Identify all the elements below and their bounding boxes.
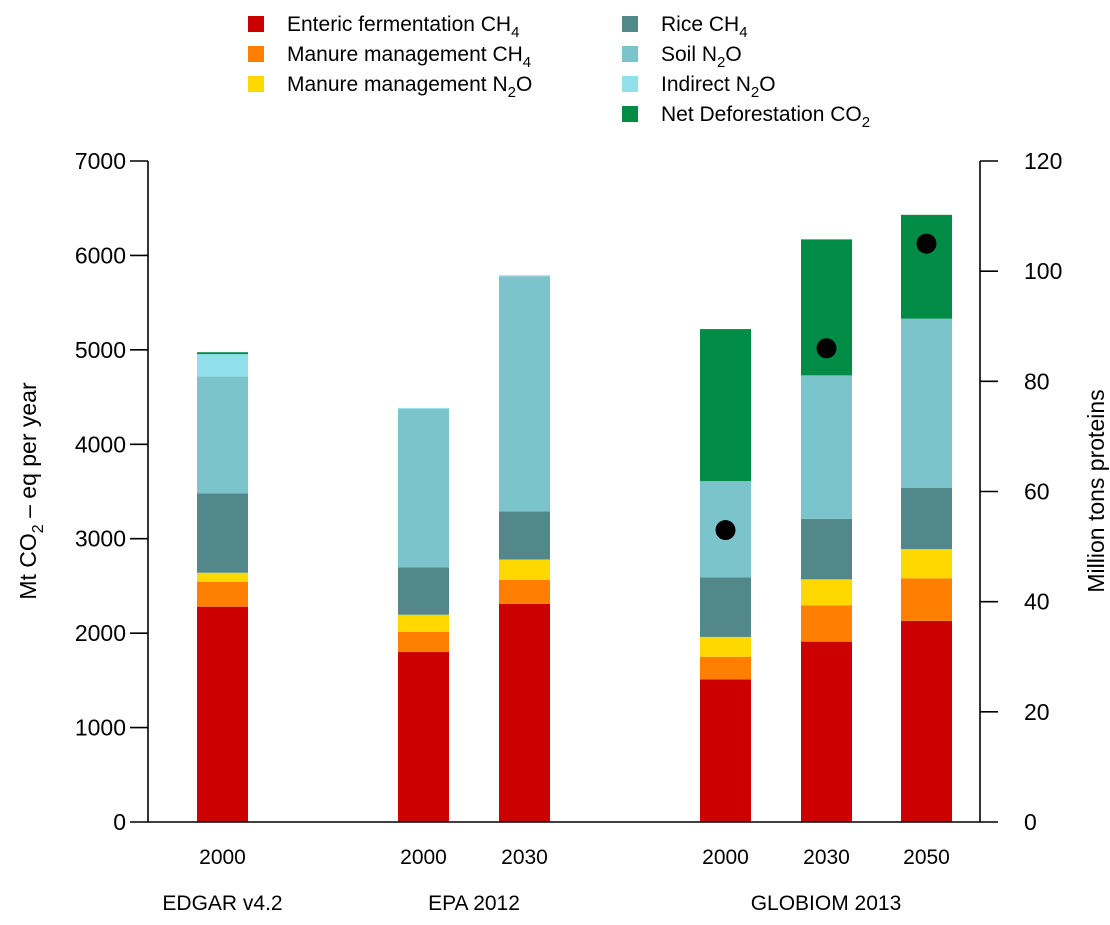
- bar-segment-enteric: [801, 641, 852, 822]
- legend-item-indirect: Indirect N2O: [622, 73, 776, 101]
- bar-stack: [700, 329, 751, 822]
- bar-segment-indirect: [499, 275, 550, 277]
- legend-item-soil: Soil N2O: [622, 43, 742, 71]
- bar-segment-soil: [499, 276, 550, 512]
- legend-swatch: [622, 46, 638, 62]
- right-axis-title: Million tons proteins: [1083, 389, 1109, 592]
- bar-segment-manure_ch4: [801, 605, 852, 642]
- bar-stack: [801, 239, 852, 822]
- bar-stack: [398, 407, 449, 822]
- bar-segment-deforestation: [197, 352, 248, 355]
- bar-segment-rice: [901, 487, 952, 550]
- bar-segment-deforestation: [901, 214, 952, 319]
- bar-stack: [197, 352, 248, 822]
- bar-segment-enteric: [398, 652, 449, 822]
- protein-markers: [715, 233, 937, 541]
- bar-segment-manure_ch4: [700, 656, 751, 680]
- group-label: EPA 2012: [428, 892, 520, 915]
- x-tick-label: 2030: [803, 846, 850, 869]
- legend-swatch: [622, 106, 638, 122]
- x-tick-label: 2050: [903, 846, 950, 869]
- legend-label: Rice CH4: [661, 13, 748, 41]
- right-tick-label: 40: [1024, 589, 1050, 615]
- bar-segment-soil: [398, 408, 449, 568]
- group-label: GLOBIOM 2013: [751, 892, 902, 915]
- bar-segment-rice: [700, 577, 751, 637]
- protein-marker: [816, 338, 837, 359]
- legend-swatch: [622, 76, 638, 92]
- bar-segment-enteric: [499, 603, 550, 822]
- x-tick-label: 2000: [702, 846, 749, 869]
- legend-item-manure_ch4: Manure management CH4: [248, 43, 531, 71]
- bar-segment-enteric: [700, 679, 751, 822]
- legend-swatch: [248, 16, 264, 32]
- bar-segment-enteric: [197, 606, 248, 822]
- x-tick-label: 2000: [199, 846, 246, 869]
- left-tick-label: 1000: [75, 715, 126, 741]
- legend-label: Enteric fermentation CH4: [287, 13, 519, 41]
- left-tick-label: 7000: [75, 148, 126, 174]
- legend-item-rice: Rice CH4: [622, 13, 748, 41]
- bars-layer: [197, 214, 952, 822]
- bar-segment-manure_n2o: [901, 549, 952, 579]
- bar-segment-soil: [901, 318, 952, 488]
- bar-segment-rice: [197, 493, 248, 573]
- bar-segment-indirect: [197, 354, 248, 377]
- right-tick-label: 120: [1024, 148, 1062, 174]
- legend-label: Soil N2O: [661, 43, 742, 71]
- bar-segment-manure_ch4: [499, 579, 550, 604]
- left-axis-title: Mt CO2 – eq per year: [15, 382, 47, 600]
- legend-swatch: [622, 16, 638, 32]
- legend-label: Manure management CH4: [287, 43, 531, 71]
- left-tick-label: 2000: [75, 620, 126, 646]
- bar-segment-manure_ch4: [197, 581, 248, 607]
- legend-swatch: [248, 76, 264, 92]
- bar-segment-manure_n2o: [801, 579, 852, 606]
- legend-label: Manure management N2O: [287, 73, 532, 101]
- legend-label: Indirect N2O: [661, 73, 776, 101]
- left-tick-label: 6000: [75, 242, 126, 268]
- left-tick-label: 0: [113, 809, 126, 835]
- bar-segment-soil: [801, 375, 852, 519]
- legend-item-manure_n2o: Manure management N2O: [248, 73, 532, 101]
- bar-segment-manure_ch4: [398, 631, 449, 653]
- bar-segment-manure_n2o: [700, 636, 751, 657]
- bar-segment-enteric: [901, 620, 952, 822]
- right-tick-label: 20: [1024, 699, 1050, 725]
- bar-segment-manure_ch4: [901, 578, 952, 621]
- legend-item-enteric: Enteric fermentation CH4: [248, 13, 519, 41]
- bar-segment-manure_n2o: [499, 559, 550, 580]
- protein-marker: [715, 520, 736, 541]
- right-tick-label: 0: [1024, 809, 1037, 835]
- legend-label: Net Deforestation CO2: [661, 103, 870, 131]
- bar-segment-manure_n2o: [197, 572, 248, 582]
- x-tick-label: 2000: [400, 846, 447, 869]
- legend-swatch: [248, 46, 264, 62]
- group-label: EDGAR v4.2: [162, 892, 282, 915]
- bar-segment-soil: [197, 376, 248, 494]
- right-tick-label: 80: [1024, 368, 1050, 394]
- right-tick-label: 100: [1024, 258, 1062, 284]
- bar-segment-manure_n2o: [398, 614, 449, 632]
- bar-segment-rice: [398, 567, 449, 615]
- protein-marker: [916, 233, 937, 254]
- bar-segment-rice: [499, 511, 550, 560]
- x-tick-label: 2030: [501, 846, 548, 869]
- legend-item-deforestation: Net Deforestation CO2: [622, 103, 870, 131]
- right-tick-label: 60: [1024, 479, 1050, 505]
- left-tick-label: 4000: [75, 431, 126, 457]
- bar-segment-deforestation: [700, 329, 751, 482]
- bar-segment-rice: [801, 518, 852, 580]
- bar-stack: [499, 275, 550, 822]
- left-tick-label: 5000: [75, 337, 126, 363]
- bar-segment-indirect: [398, 407, 449, 409]
- left-tick-label: 3000: [75, 526, 126, 552]
- bar-stack: [901, 214, 952, 822]
